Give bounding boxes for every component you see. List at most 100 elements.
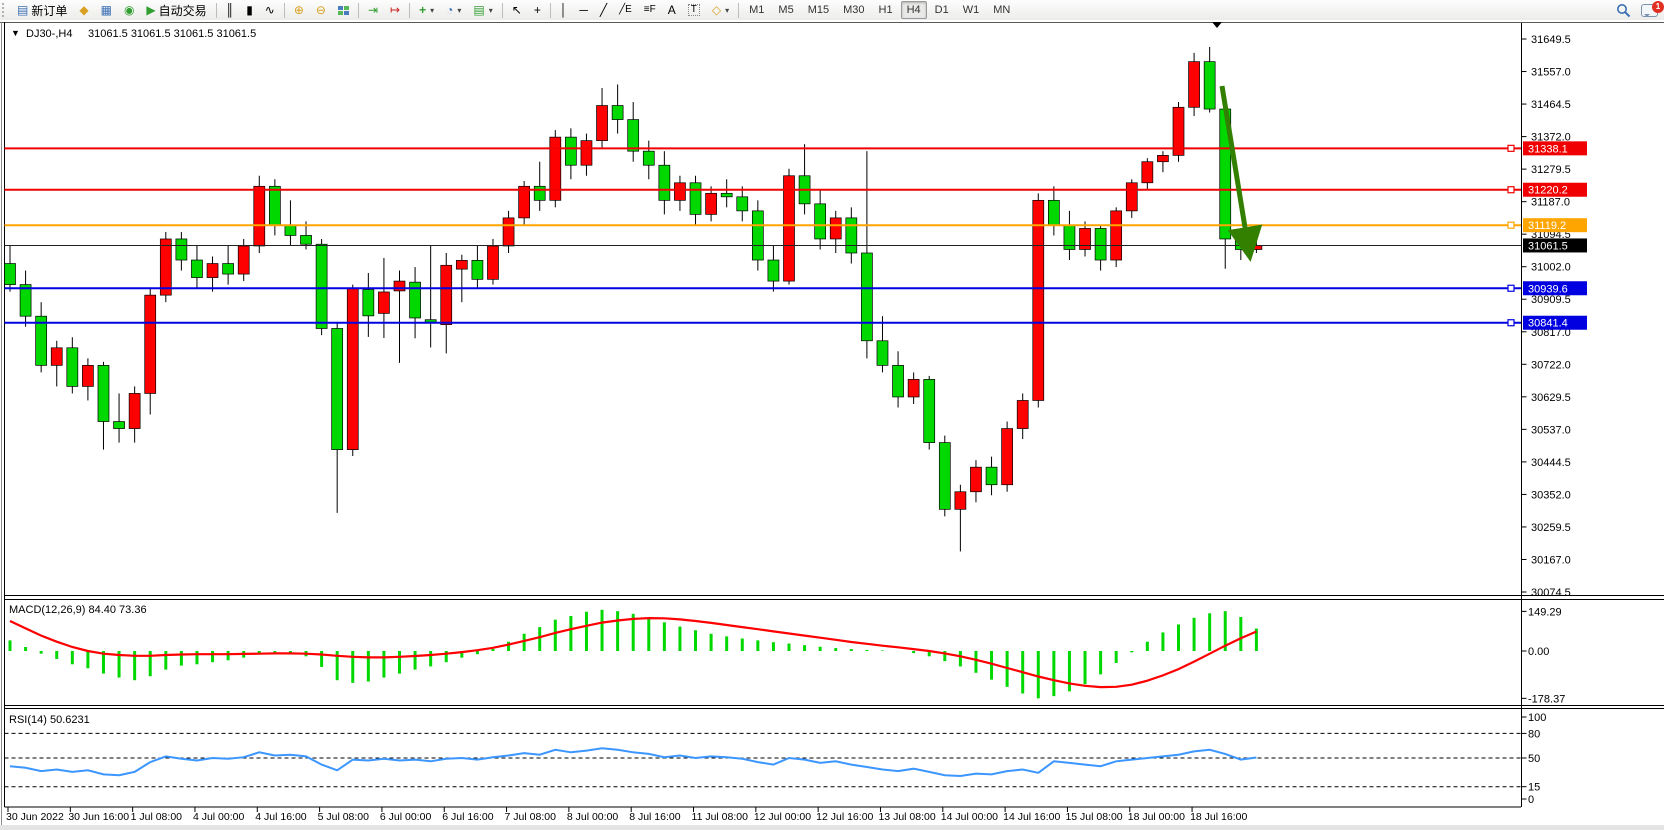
arrows-tool-button[interactable]: ◇ ▾ <box>707 1 734 19</box>
new-order-button[interactable]: ▤ 新订单 <box>12 1 72 19</box>
candle-up <box>440 264 453 325</box>
signals-button[interactable]: ◉ <box>119 1 139 19</box>
time-axis-label[interactable]: 8 Jul 16:00 <box>629 811 681 823</box>
time-axis-label[interactable]: 12 Jul 00:00 <box>754 811 811 823</box>
vertical-line-tool-button[interactable]: │ <box>555 1 573 19</box>
timeframe-m15-button[interactable]: M15 <box>807 4 830 16</box>
timeframe-w1-button[interactable]: W1 <box>962 4 980 16</box>
timeframe-h4-button[interactable]: H4 <box>900 1 927 19</box>
candle-up <box>455 260 468 270</box>
candle-up <box>502 217 515 247</box>
time-axis-label[interactable]: 14 Jul 00:00 <box>941 811 998 823</box>
time-axis-label[interactable]: 11 Jul 08:00 <box>692 811 749 823</box>
main-price-panel[interactable] <box>4 46 1522 552</box>
toolbar-grip[interactable] <box>2 3 9 17</box>
price-line-badge-value: 31220.2 <box>1528 185 1568 197</box>
candle-up <box>970 466 982 493</box>
macd-panel[interactable] <box>8 609 1258 699</box>
price-axis-label: 30074.5 <box>1531 587 1571 599</box>
funnel-button[interactable]: ◆ <box>74 1 93 19</box>
candle-up <box>206 263 219 278</box>
trendline-tool-button[interactable]: ╱ <box>595 1 612 19</box>
line-chart-button[interactable]: ∿ <box>260 1 280 19</box>
candle-down <box>471 260 484 280</box>
candle-down <box>876 340 889 366</box>
timeframe-m1-button[interactable]: M1 <box>749 4 765 16</box>
line-anchor-handle[interactable] <box>1507 284 1515 292</box>
rsi-panel[interactable] <box>4 732 1522 788</box>
text-label-tool-button[interactable]: T <box>683 1 705 19</box>
timeframe-d1-button[interactable]: D1 <box>934 4 949 16</box>
horizontal-line-tool-button[interactable]: ─ <box>574 1 593 19</box>
notifications-chat-icon[interactable]: 1 <box>1641 0 1664 17</box>
price-axis-label: 30167.0 <box>1531 554 1571 566</box>
time-axis-label[interactable]: 14 Jul 16:00 <box>1003 811 1060 823</box>
candle-down <box>19 284 32 317</box>
time-axis-label[interactable]: 4 Jul 00:00 <box>193 811 245 823</box>
price-line-badge <box>1523 218 1587 233</box>
time-axis-label[interactable]: 30 Jun 2022 <box>6 811 64 823</box>
fibonacci-tool-button[interactable]: ≡F <box>639 1 661 19</box>
cursor-tool-button[interactable]: ↖ <box>507 1 527 19</box>
toolbar-separator <box>357 2 359 18</box>
text-tool-button[interactable]: A <box>663 1 681 19</box>
timeframe-m5-button[interactable]: M5 <box>778 4 794 16</box>
time-axis-label[interactable]: 7 Jul 08:00 <box>505 811 557 823</box>
time-axis-label[interactable]: 6 Jul 00:00 <box>380 811 432 823</box>
time-axis-label[interactable]: 12 Jul 16:00 <box>816 811 873 823</box>
rsi-axis-label: 15 <box>1528 782 1540 794</box>
chart-end-marker-icon[interactable] <box>1212 22 1222 28</box>
time-axis-label[interactable]: 4 Jul 16:00 <box>255 811 307 823</box>
line-anchor-handle[interactable] <box>1507 186 1515 194</box>
time-axis-label[interactable]: 18 Jul 00:00 <box>1128 811 1185 823</box>
time-axis-label[interactable]: 15 Jul 08:00 <box>1065 811 1122 823</box>
cursor-icon: ↖ <box>511 3 522 17</box>
channel-tool-button[interactable]: ╱E <box>614 1 637 19</box>
time-axis-label[interactable]: 30 Jun 16:00 <box>68 811 129 823</box>
period-button[interactable]: ◔ ▾ <box>441 1 466 19</box>
auto-trading-button[interactable]: ▶ 自动交易 <box>141 1 211 19</box>
candle-down <box>409 281 421 319</box>
time-axis-label[interactable]: 1 Jul 08:00 <box>131 811 183 823</box>
chart-shift-button[interactable]: ↦ <box>385 1 405 19</box>
main-toolbar: ▤ 新订单 ◆ ▦ ◉ ▶ 自动交易 ║ ▮ ∿ ⊕ ⊖ ⇥ ↦ + ▾ <box>0 0 1664 21</box>
timeframe-mn-button[interactable]: MN <box>993 4 1011 16</box>
time-axis-label[interactable]: 6 Jul 16:00 <box>442 811 494 823</box>
candle-down <box>1203 61 1216 110</box>
market-depth-button[interactable]: ▦ <box>96 1 117 19</box>
time-axis-label[interactable]: 18 Jul 16:00 <box>1190 811 1247 823</box>
candlestick-chart-button[interactable]: ▮ <box>241 1 258 19</box>
drawn-arrow-annotation[interactable] <box>1219 85 1263 262</box>
time-axis-label[interactable]: 8 Jul 00:00 <box>567 811 619 823</box>
price-line-badge-value: 30939.6 <box>1528 283 1568 295</box>
price-axis-label: 30444.5 <box>1531 457 1571 469</box>
axes-layer[interactable]: 31649.5 31557.0 31464.5 31372.0 31279.5 31187… <box>0 23 1664 830</box>
line-anchor-handle[interactable] <box>1507 319 1515 327</box>
price-line-badge-value: 31061.5 <box>1528 240 1568 252</box>
zoom-in-button[interactable]: ⊕ <box>289 1 309 19</box>
timeframe-m30-button[interactable]: M30 <box>843 4 865 16</box>
bar-chart-button[interactable]: ║ <box>221 1 240 19</box>
candle-up <box>50 347 63 366</box>
time-axis-label[interactable]: 13 Jul 08:00 <box>878 811 935 823</box>
zoom-out-button[interactable]: ⊖ <box>311 1 331 19</box>
template-button[interactable]: ▤ ▾ <box>468 1 497 19</box>
candle-down <box>861 252 873 342</box>
line-anchor-handle[interactable] <box>1507 144 1515 152</box>
collapse-marker-icon[interactable]: ▼ <box>11 28 20 38</box>
line-anchor-handle[interactable] <box>1507 221 1515 229</box>
candle-down <box>533 185 546 201</box>
search-icon[interactable] <box>1616 3 1631 18</box>
candle-down <box>97 365 110 422</box>
indicators-button[interactable]: + ▾ <box>414 1 439 19</box>
candle-up <box>1079 228 1091 250</box>
tile-windows-button[interactable] <box>333 1 354 19</box>
auto-scroll-button[interactable]: ⇥ <box>363 1 383 19</box>
timeframe-h1-button[interactable]: H1 <box>878 4 893 16</box>
toolbar-separator <box>283 2 285 18</box>
crosshair-tool-button[interactable]: + <box>529 1 546 19</box>
price-axis-label: 30909.5 <box>1531 294 1571 306</box>
rsi-axis-label: 50 <box>1528 753 1540 765</box>
chart-canvas[interactable]: ▼ DJ30-,H4 31061.5 31061.5 31061.5 31061… <box>0 20 1664 830</box>
time-axis-label[interactable]: 5 Jul 08:00 <box>318 811 370 823</box>
